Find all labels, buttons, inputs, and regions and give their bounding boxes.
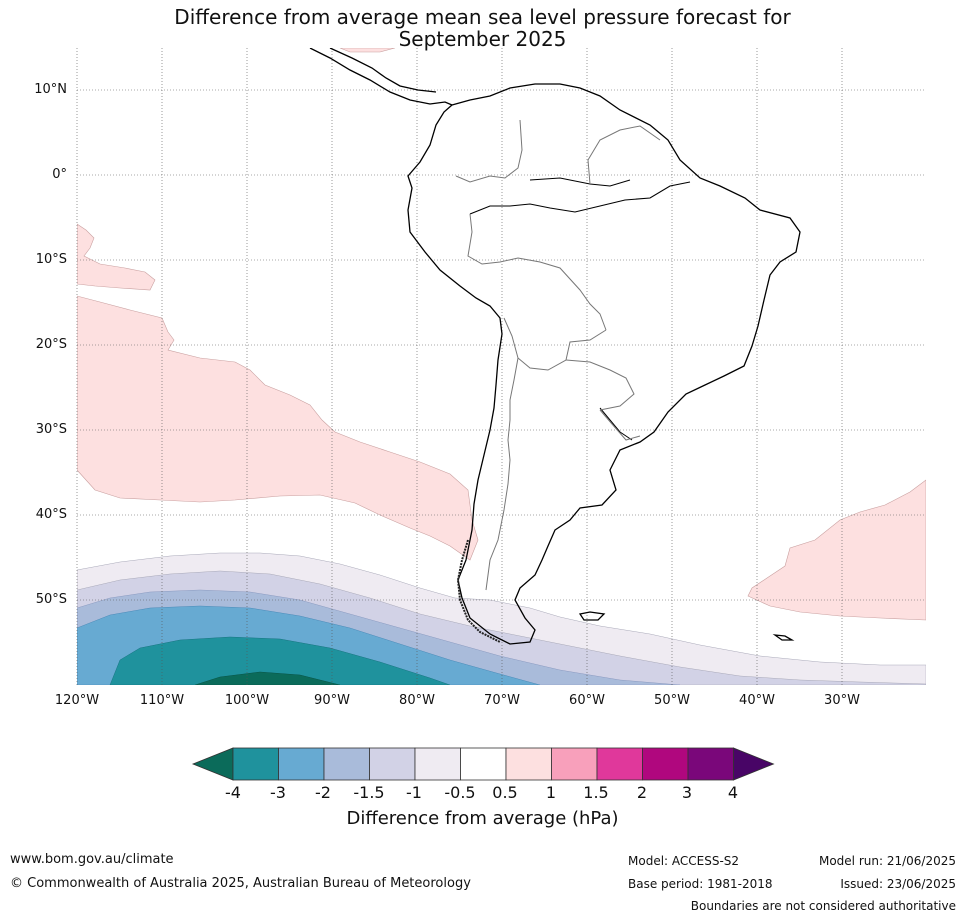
colorbar-extend-low xyxy=(191,747,234,781)
colorbar-swatch xyxy=(278,747,325,781)
colorbar-label: 2 xyxy=(636,783,648,802)
colorbar-swatch xyxy=(323,747,370,781)
colorbar-swatch xyxy=(596,747,643,781)
colorbar-label: -0.5 xyxy=(444,783,476,802)
lon-label-70w: 70°W xyxy=(484,693,520,708)
lon-label-40w: 40°W xyxy=(739,693,775,708)
lon-label-60w: 60°W xyxy=(569,693,605,708)
lat-label-20s: 20°S xyxy=(35,337,67,352)
coastlines xyxy=(309,48,801,645)
colorbar-label: -1.5 xyxy=(353,783,385,802)
colorbar-title: Difference from average (hPa) xyxy=(346,808,619,829)
footer-disclaimer: Boundaries are not considered authoritat… xyxy=(690,899,956,913)
lat-label-0: 0° xyxy=(52,167,67,182)
footer-model-run: Model run: 21/06/2025 xyxy=(818,854,956,868)
rio-de-la-plata xyxy=(599,407,633,441)
negative-band-minus-3 xyxy=(109,636,451,685)
colorbar-swatch xyxy=(414,747,461,781)
falkland-islands xyxy=(578,611,606,621)
colorbar-swatch xyxy=(551,747,598,781)
lon-label-100w: 100°W xyxy=(224,693,270,708)
colorbar-label: -1 xyxy=(406,783,422,802)
colorbar-swatch xyxy=(460,747,507,781)
colorbar-label: 3 xyxy=(681,783,693,802)
south-georgia xyxy=(772,634,795,641)
lat-label-30s: 30°S xyxy=(35,422,67,437)
colorbar xyxy=(191,747,775,781)
footer-model: Model: ACCESS-S2 xyxy=(628,854,740,868)
colorbar-swatch xyxy=(642,747,689,781)
colorbar-swatch xyxy=(687,747,734,781)
amazon-river xyxy=(469,181,691,215)
country-borders xyxy=(455,119,661,591)
lat-label-50s: 50°S xyxy=(35,592,67,607)
colorbar-swatch xyxy=(369,747,416,781)
lon-label-110w: 110°W xyxy=(139,693,185,708)
lat-label-10s: 10°S xyxy=(35,252,67,267)
anomaly-shading xyxy=(77,48,926,685)
chilean-fjords xyxy=(456,539,501,643)
lon-label-30w: 30°W xyxy=(824,693,860,708)
map-title-line1: Difference from average mean sea level p… xyxy=(174,5,791,29)
colorbar-label: 1 xyxy=(545,783,557,802)
lat-label-40s: 40°S xyxy=(35,507,67,522)
colorbar-swatch xyxy=(232,747,279,781)
colorbar-label: -2 xyxy=(315,783,331,802)
lon-label-50w: 50°W xyxy=(654,693,690,708)
footer-copyright: © Commonwealth of Australia 2025, Austra… xyxy=(10,876,471,891)
central-america-coastline xyxy=(309,48,453,106)
negative-band-minus-4 xyxy=(194,671,341,685)
colorbar-label: 1.5 xyxy=(583,783,609,802)
lon-label-90w: 90°W xyxy=(314,693,350,708)
colorbar-label: 0.5 xyxy=(492,783,518,802)
colorbar-label: 4 xyxy=(727,783,739,802)
positive-anomaly-west-pacific xyxy=(77,295,479,561)
footer-website: www.bom.gov.au/climate xyxy=(10,852,174,867)
lat-label-10n: 10°N xyxy=(34,82,67,97)
footer-base-period: Base period: 1981-2018 xyxy=(628,877,773,891)
positive-anomaly-atlantic xyxy=(747,479,926,621)
footer-issued: Issued: 23/06/2025 xyxy=(840,877,956,891)
colorbar-label: -4 xyxy=(225,783,241,802)
lon-label-120w: 120°W xyxy=(54,693,100,708)
colorbar-label: -3 xyxy=(270,783,286,802)
graticule xyxy=(76,48,926,685)
south-america-coastline xyxy=(407,83,801,645)
colorbar-extend-high xyxy=(733,747,775,781)
colorbar-swatch xyxy=(505,747,552,781)
positive-anomaly-caribbean xyxy=(339,48,396,53)
positive-anomaly-tropical xyxy=(77,223,156,291)
orinoco-river xyxy=(529,177,631,187)
lon-label-80w: 80°W xyxy=(399,693,435,708)
map-title-line2: September 2025 xyxy=(398,27,567,51)
